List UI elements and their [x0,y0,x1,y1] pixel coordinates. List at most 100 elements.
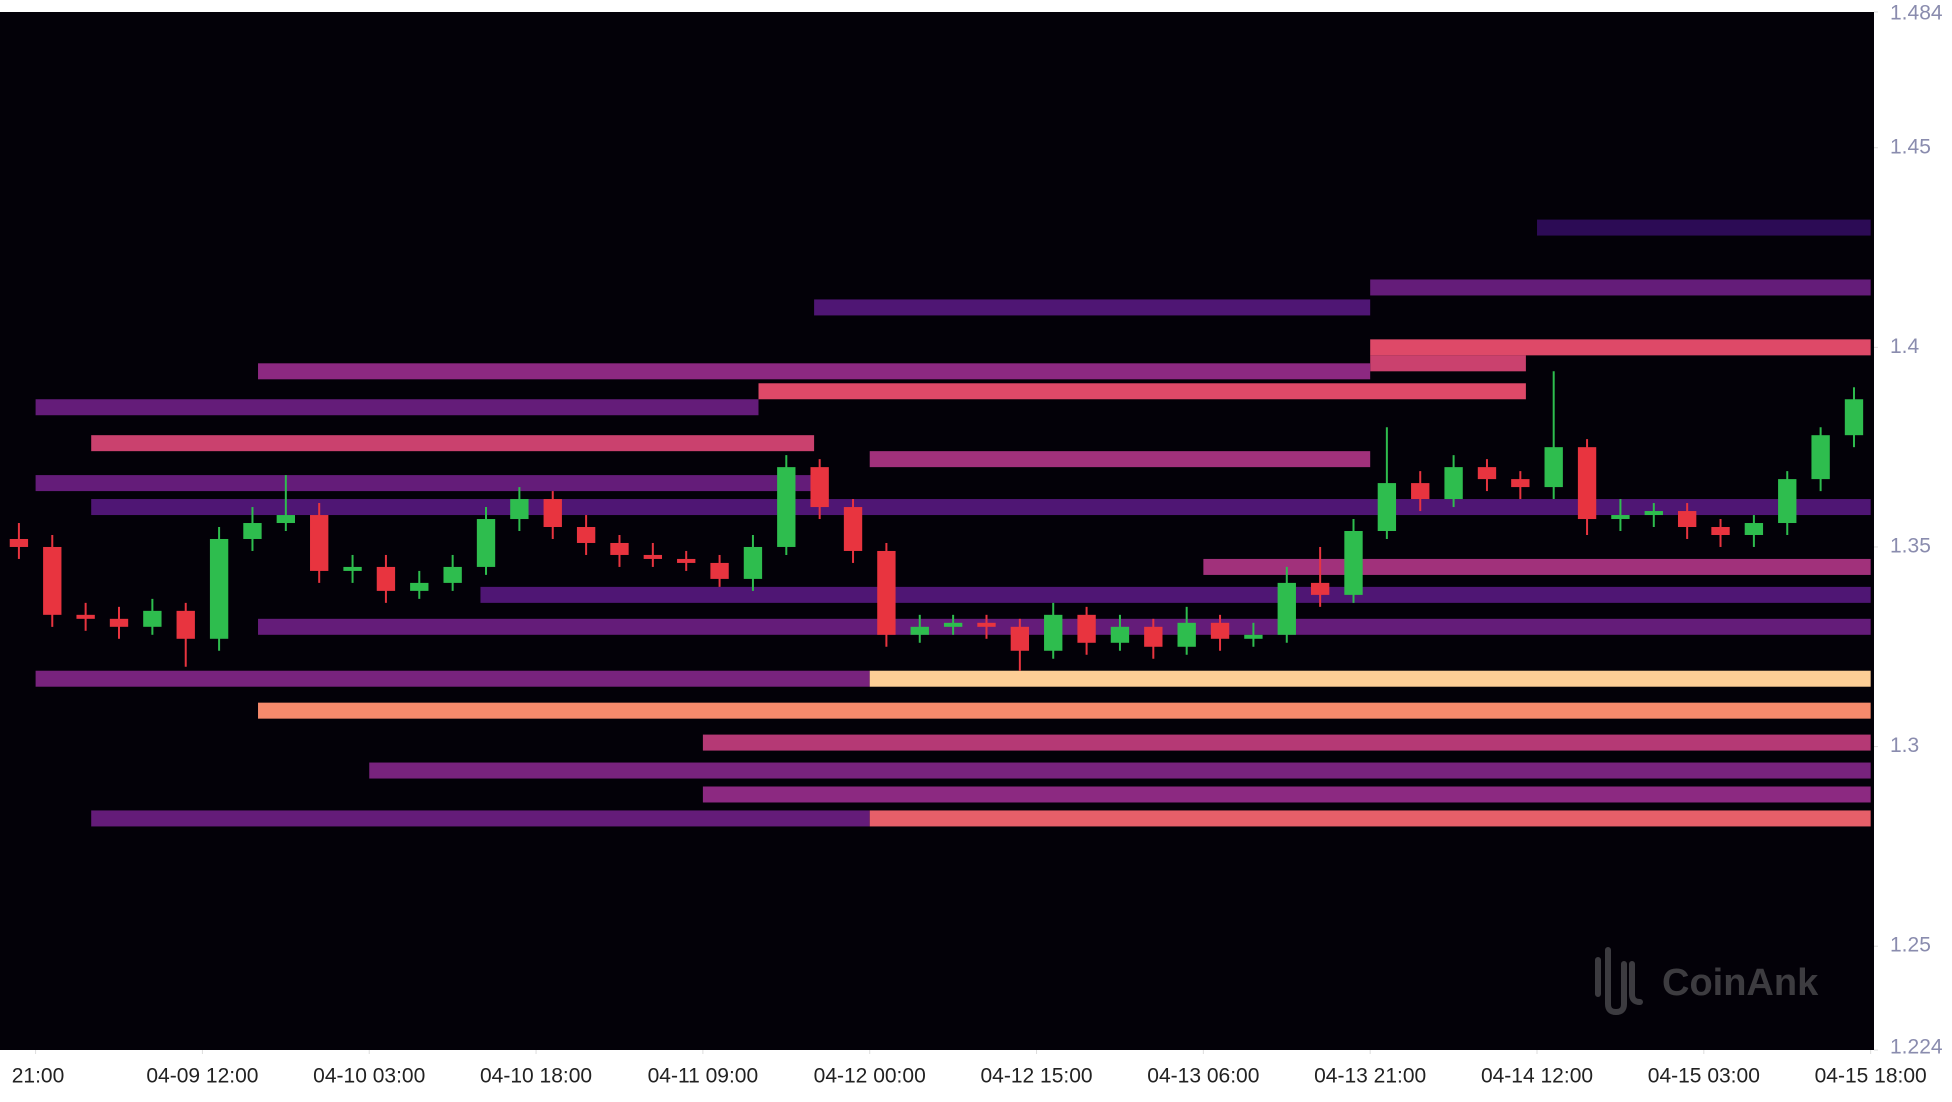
candle-body [1577,447,1597,520]
candle-body [1644,511,1663,516]
candle-body [510,499,529,520]
heat-band [814,299,1371,316]
candle-body [1144,626,1163,647]
candle-body [1010,626,1030,651]
candle-body [43,546,62,615]
candle-body [1244,634,1263,639]
heat-band [1370,355,1526,372]
x-tick-label: 04-13 21:00 [1314,1065,1426,1088]
heat-band [91,810,870,827]
watermark-text: CoinAnk [1662,962,1819,1004]
candle-body [1811,435,1830,480]
candle-body [843,507,863,551]
heat-band [369,762,1871,779]
heat-band [258,618,1871,635]
candle-body [176,610,195,639]
heat-band [91,499,1871,516]
candle-body [1677,511,1697,528]
candle-body [1611,515,1630,520]
candle-body [1477,467,1497,480]
heat-band [869,451,1371,468]
candle-body [310,515,329,571]
candle-body [1077,614,1096,643]
heat-band [1370,339,1871,356]
candle-body [977,622,996,627]
candle-body [410,582,429,591]
x-tick-label: 04-10 18:00 [480,1065,592,1088]
candle-body [1778,479,1797,524]
candle-body [576,527,596,543]
candle-body [1344,531,1363,595]
candle-body [610,542,629,555]
x-tick-label: 04-09 12:00 [146,1065,258,1088]
plot-background [0,12,1874,1050]
heat-band [35,399,759,416]
x-tick-label: 04-13 06:00 [1147,1065,1259,1088]
candle-body [1210,622,1230,639]
candle-body [1444,467,1463,500]
candle-body [1744,523,1764,535]
y-tick-label: 1.25 [1890,934,1931,957]
candle-body [1544,447,1563,488]
candle-body [910,626,929,635]
heat-band [1537,219,1871,236]
candle-body [209,538,229,639]
y-tick-label: 1.484 [1890,2,1943,25]
candle-body [877,550,896,635]
candle-body [1711,527,1730,535]
candle-body [243,523,262,539]
candle-body [710,562,729,579]
heat-band [1203,558,1871,575]
x-tick-label: 04-12 15:00 [980,1065,1092,1088]
y-tick-label: 1.3 [1890,734,1919,757]
x-tick-label: 04-15 03:00 [1648,1065,1760,1088]
candle-body [1110,626,1130,643]
candle-body [1844,399,1864,436]
heatmap [35,219,1871,827]
candle-body [643,554,663,559]
watermark-icon [1595,947,1643,1016]
axes: 1.224 1.25 1.3 1.35 1.4 1.45 1.484 21:00 04-09 1… [12,2,1943,1088]
candle-body [109,618,129,627]
candle-body [443,566,462,583]
heat-band [869,670,1871,687]
heat-band [1370,279,1871,296]
candle-body [677,558,696,563]
heat-band [869,810,1871,827]
candle-body [376,566,396,591]
y-tick-label: 1.35 [1890,535,1931,558]
candle-body [943,622,963,627]
candle-body [1377,483,1397,531]
candle-body [343,566,362,571]
heat-band [35,670,870,687]
candle-body [543,499,562,528]
heat-band [758,383,1526,400]
x-tick-label: 04-12 00:00 [814,1065,926,1088]
heat-band [35,475,815,492]
candle-body [743,546,763,579]
watermark: CoinAnk [1595,947,1819,1016]
heat-band [702,786,1871,803]
heat-band [702,734,1871,751]
x-tick-label: 04-11 09:00 [648,1065,759,1088]
candle-body [1277,582,1296,635]
candle-body [143,610,162,627]
x-tick-label: 04-10 03:00 [313,1065,425,1088]
candle-body [1511,479,1530,488]
candle-body [9,538,29,547]
candle-body [1310,582,1330,595]
candle-body [276,515,296,524]
x-tick-label: 04-14 12:00 [1481,1065,1593,1088]
candle-body [476,519,496,567]
candle-body [1411,483,1430,500]
candle-body [777,467,796,547]
candle-body [1044,614,1063,651]
x-tick-label: 04-15 18:00 [1815,1065,1927,1088]
x-tick-label: 21:00 [12,1065,65,1088]
heat-band [258,363,1371,380]
candle-body [810,467,829,508]
heat-band [480,586,1871,603]
heat-band [91,435,815,452]
